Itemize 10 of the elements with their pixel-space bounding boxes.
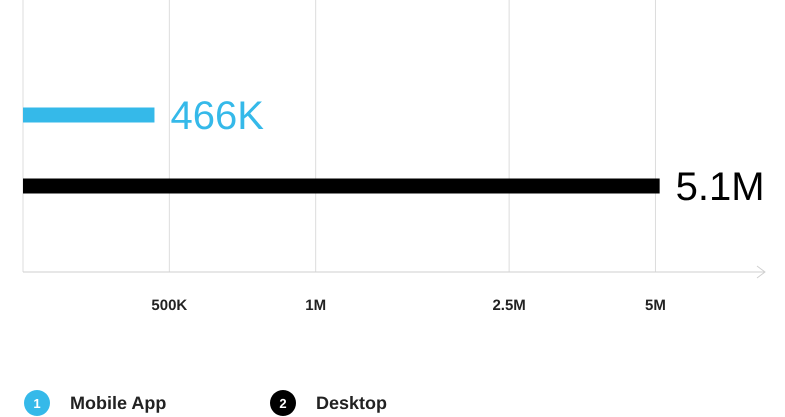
data-label: 466K xyxy=(170,94,264,138)
legend-label: Desktop xyxy=(316,393,388,413)
text: 1 xyxy=(33,396,41,411)
text: 2 xyxy=(279,396,287,411)
x-tick-label: 1M xyxy=(305,297,326,314)
legend-label: Mobile App xyxy=(70,393,166,413)
x-tick-label: 5M xyxy=(645,297,666,314)
data-label: 5.1M xyxy=(676,165,765,209)
x-tick-label: 2.5M xyxy=(492,297,526,314)
x-tick-label: 500K xyxy=(151,297,188,314)
